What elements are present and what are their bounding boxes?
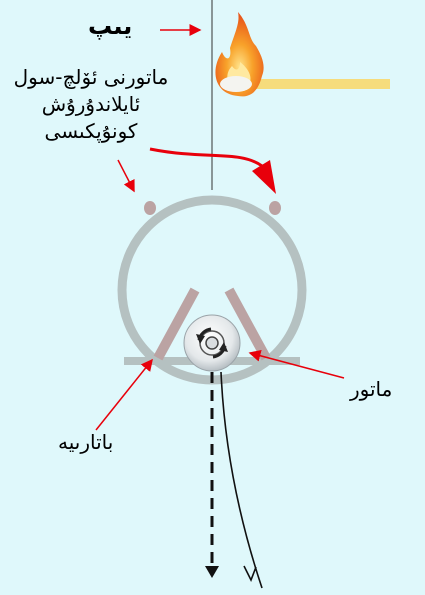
arrow-to-left-knob <box>117 159 135 193</box>
switch-knob-left[interactable] <box>144 201 156 215</box>
swing-thread <box>220 371 263 589</box>
label-battery: باتارىيە <box>58 430 114 454</box>
arrow-to-battery <box>95 358 153 431</box>
label-switch-line1: ماتورنى ئۆلچ-سول <box>13 65 169 89</box>
arrow-to-motor <box>248 349 345 379</box>
battery-left <box>153 287 200 361</box>
battery-right <box>224 287 271 361</box>
motor-icon <box>183 314 241 372</box>
arrow-to-right-knob <box>149 147 263 168</box>
plumb-arrowhead <box>205 566 219 578</box>
label-switch: ماتورنى ئۆلچ-سول ئايلاندۇرۇش كونۇپكىسى <box>6 64 176 145</box>
flame-icon <box>215 12 264 97</box>
label-thread: يىپ <box>88 12 133 40</box>
label-switch-line2: ئايلاندۇرۇش <box>41 92 141 116</box>
arrow-to-right-knob-head <box>252 160 276 194</box>
label-switch-line3: كونۇپكىسى <box>44 119 138 143</box>
stick <box>232 79 390 89</box>
label-motor: ماتور <box>350 377 393 401</box>
switch-knob-right[interactable] <box>269 201 281 215</box>
swing-arrowhead <box>243 565 257 582</box>
